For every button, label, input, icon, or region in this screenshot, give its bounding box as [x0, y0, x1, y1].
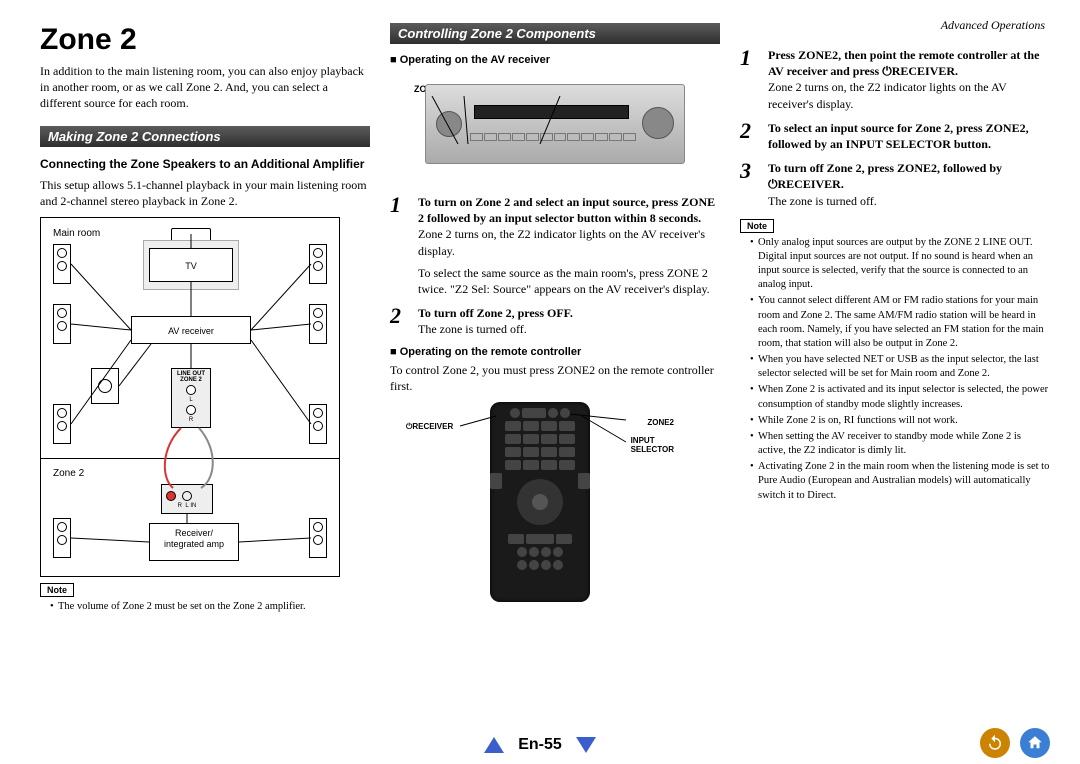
- remote-label-receiver: ⏻RECEIVER: [406, 422, 453, 432]
- step-2: 2 To turn off Zone 2, press OFF. The zon…: [390, 305, 720, 337]
- jack-r: R: [178, 503, 182, 509]
- speaker-icon: [309, 304, 327, 344]
- back-icon[interactable]: [980, 728, 1010, 758]
- speaker-icon: [309, 404, 327, 444]
- step-3-lead: To turn off Zone 2, press ZONE2, followe…: [768, 160, 1050, 192]
- jack-in: IN: [190, 503, 196, 509]
- home-icon[interactable]: [1020, 728, 1050, 758]
- zone2-box-label: ZONE 2: [172, 377, 210, 383]
- note-item: When you have selected NET or USB as the…: [750, 353, 1050, 381]
- note-list-2: Only analog input sources are output by …: [740, 236, 1050, 503]
- step-number: 2: [740, 120, 760, 152]
- speaker-icon: [53, 518, 71, 558]
- page-number: En-55: [518, 736, 562, 753]
- remote-controller-image: [490, 402, 590, 602]
- step-number: 3: [740, 160, 760, 209]
- note-list-1: The volume of Zone 2 must be set on the …: [40, 600, 370, 614]
- speaker-icon: [53, 304, 71, 344]
- step-2-lead: To turn off Zone 2, press OFF.: [418, 305, 720, 321]
- column-1: Zone 2 In addition to the main listening…: [40, 23, 370, 616]
- step-1: 1 Press ZONE2, then point the remote con…: [740, 47, 1050, 112]
- step-2: 2 To select an input source for Zone 2, …: [740, 120, 1050, 152]
- button-row: [470, 133, 636, 143]
- step-1-lead: Press ZONE2, then point the remote contr…: [768, 47, 1050, 79]
- note-item: While Zone 2 is on, RI functions will no…: [750, 414, 1050, 428]
- page-down-icon[interactable]: [576, 737, 596, 753]
- note-item: When Zone 2 is activated and its input s…: [750, 383, 1050, 411]
- receiver-amp-box: Receiver/ integrated amp: [149, 523, 239, 561]
- page-footer: En-55: [0, 736, 1080, 754]
- section-making-connections: Making Zone 2 Connections: [40, 126, 370, 147]
- step-1-body2: To select the same source as the main ro…: [418, 265, 720, 297]
- volume-knob-icon: [436, 111, 462, 137]
- rl-jacks: R L IN: [161, 484, 213, 514]
- intro-text: In addition to the main listening room, …: [40, 63, 370, 112]
- page-up-icon[interactable]: [484, 737, 504, 753]
- step-number: 1: [740, 47, 760, 112]
- speaker-icon: [53, 404, 71, 444]
- receiver-image: [425, 84, 685, 164]
- l-label: L: [189, 397, 192, 403]
- r-label: R: [189, 417, 193, 423]
- column-3: 1 Press ZONE2, then point the remote con…: [740, 23, 1050, 616]
- step-1-body: Zone 2 turns on, the Z2 indicator lights…: [768, 79, 1050, 111]
- step-1: 1 To turn on Zone 2 and select an input …: [390, 194, 720, 297]
- note-item: The volume of Zone 2 must be set on the …: [50, 600, 370, 614]
- wiring-diagram: Main room TV AV receiver LINE OUT: [40, 217, 340, 577]
- note-item: Activating Zone 2 in the main room when …: [750, 460, 1050, 503]
- step-number: 2: [390, 305, 410, 337]
- op-avr-heading: Operating on the AV receiver: [390, 54, 720, 66]
- subheading-amp: Connecting the Zone Speakers to an Addit…: [40, 157, 370, 171]
- note-item: You cannot select different AM or FM rad…: [750, 294, 1050, 351]
- op-remote-heading: Operating on the remote controller: [390, 346, 720, 358]
- note-item: Only analog input sources are output by …: [750, 236, 1050, 293]
- note-tag: Note: [740, 219, 774, 233]
- subwoofer-icon: [91, 368, 119, 404]
- step-number: 1: [390, 194, 410, 297]
- remote-label-zone2: ZONE2: [647, 418, 674, 427]
- speaker-icon: [309, 518, 327, 558]
- header-section: Advanced Operations: [941, 18, 1045, 33]
- speaker-icon: [309, 244, 327, 284]
- step-2-lead: To select an input source for Zone 2, pr…: [768, 120, 1050, 152]
- avr-box: AV receiver: [131, 316, 251, 344]
- section-controlling: Controlling Zone 2 Components: [390, 23, 720, 44]
- step-1-lead: To turn on Zone 2 and select an input so…: [418, 194, 720, 226]
- note-tag: Note: [40, 583, 74, 597]
- remote-figure: ⏻RECEIVER ZONE2 INPUT SELECTOR: [390, 402, 690, 602]
- display-icon: [474, 105, 629, 119]
- column-2: Controlling Zone 2 Components Operating …: [390, 23, 720, 616]
- label-main-room: Main room: [53, 228, 100, 239]
- receiver-figure: ZONE 2 OFF Input selector buttons: [390, 84, 720, 194]
- step-3: 3 To turn off Zone 2, press ZONE2, follo…: [740, 160, 1050, 209]
- jack-l: L: [185, 503, 188, 509]
- note-item: When setting the AV receiver to standby …: [750, 430, 1050, 458]
- tv-box: TV: [149, 248, 233, 282]
- step-3-body: The zone is turned off.: [768, 193, 1050, 209]
- lineout-panel: LINE OUT ZONE 2 L R: [171, 368, 211, 428]
- page-title: Zone 2: [40, 23, 370, 57]
- step-1-body: Zone 2 turns on, the Z2 indicator lights…: [418, 226, 720, 258]
- zone2-label: Zone 2: [53, 468, 84, 479]
- speaker-icon: [53, 244, 71, 284]
- remote-label-input: INPUT SELECTOR: [631, 436, 674, 454]
- volume-knob-icon: [642, 107, 674, 139]
- step-2-body: The zone is turned off.: [418, 321, 720, 337]
- remote-intro: To control Zone 2, you must press ZONE2 …: [390, 362, 720, 394]
- body-amp: This setup allows 5.1-channel playback i…: [40, 177, 370, 209]
